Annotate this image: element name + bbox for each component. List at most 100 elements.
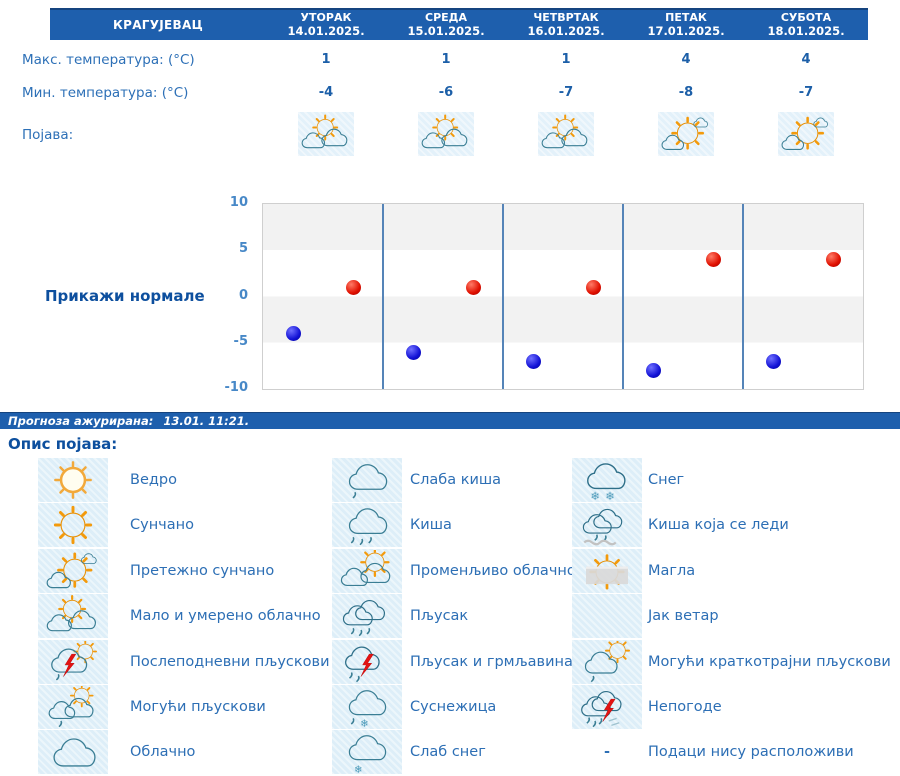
- day-header-friday: ПЕТАК 17.01.2025.: [626, 10, 746, 40]
- max-temp-value: 1: [321, 52, 331, 67]
- no-data-dash: -: [603, 744, 611, 761]
- max-temp-value: 4: [801, 52, 811, 67]
- day-name: УТОРАК: [300, 11, 352, 25]
- partly-cloudy-icon: [538, 112, 594, 156]
- clear-sun-outline-icon: [38, 458, 108, 502]
- updated-label: Прогноза ажурирана:: [8, 414, 154, 428]
- phenomena-label: Појава:: [22, 127, 74, 143]
- legend-label: Киша која се леди: [648, 517, 789, 534]
- updated-time: 13.01. 11:21.: [163, 414, 250, 428]
- legend-title: Опис појава:: [8, 435, 118, 453]
- sunny-icon: [38, 503, 108, 548]
- max-temp-row: Макс. температура: (°C) 1 1 1 4 4: [22, 52, 868, 68]
- day-header-thursday: ЧЕТВРТАК 16.01.2025.: [506, 10, 626, 40]
- legend-label: Слаба киша: [410, 472, 502, 488]
- temperature-chart-plot: [262, 203, 864, 390]
- legend-label: Мало и умерено облачно: [130, 608, 321, 625]
- legend-label: Сунчано: [130, 517, 194, 534]
- legend-label: Снег: [648, 472, 685, 488]
- phenomena-row: Појава:: [22, 127, 868, 143]
- legend-label: Подаци нису расположиви: [648, 744, 854, 761]
- legend-label: Јак ветар: [648, 608, 719, 625]
- day-name: СРЕДА: [425, 11, 467, 25]
- min-temp-row: Мин. температура: (°C) -4 -6 -7 -8 -7: [22, 85, 868, 101]
- chart-y-axis: 10 5 0 -5 -10: [206, 195, 254, 395]
- legend-label: Пљусак и грмљавина: [410, 653, 573, 670]
- legend-row: Послеподневни пљускови Пљусак и грмљавин…: [0, 639, 900, 685]
- light-rain-icon: [332, 458, 402, 502]
- chart-day-separator: [742, 204, 744, 389]
- partly-cloudy-icon: [38, 594, 108, 639]
- max-temp-value: 4: [681, 52, 691, 67]
- y-axis-tick-label: 5: [238, 241, 248, 257]
- legend-row: Претежно сунчано Променљиво облачно Магл…: [0, 548, 900, 594]
- strong-wind-icon: [572, 594, 642, 639]
- partly-cloudy-icon: [298, 112, 354, 156]
- show-normals-button[interactable]: Прикажи нормале: [45, 287, 205, 305]
- legend-label: Непогоде: [648, 698, 722, 715]
- legend-row: Ведро Слаба киша Снег: [0, 458, 900, 503]
- mostly-sunny-icon: [658, 112, 714, 156]
- legend-label: Ведро: [130, 472, 177, 488]
- legend-label: Облачно: [130, 744, 196, 761]
- min-temp-dot: [765, 353, 781, 369]
- min-temp-value: -4: [318, 85, 334, 100]
- max-temp-value: 1: [441, 52, 451, 67]
- min-temp-dot: [525, 353, 541, 369]
- legend-label: Суснежица: [410, 698, 497, 715]
- max-temp-value: 1: [561, 52, 571, 67]
- legend-label: Претежно сунчано: [130, 562, 275, 579]
- fog-icon: [572, 548, 642, 593]
- legend-label: Могући краткотрајни пљускови: [648, 653, 891, 670]
- day-header-saturday: СУБОТА 18.01.2025.: [746, 10, 866, 40]
- partly-cloudy-icon: [418, 112, 474, 156]
- day-date: 14.01.2025.: [287, 23, 365, 38]
- legend-row: Облачно Слаб снег - Подаци нису располож…: [0, 730, 900, 775]
- chart-day-separator: [382, 204, 384, 389]
- min-temp-dot: [405, 344, 421, 360]
- day-date: 15.01.2025.: [407, 23, 485, 38]
- chart-day-separator: [622, 204, 624, 389]
- min-temp-label: Мин. температура: (°C): [22, 85, 189, 101]
- phenomena-legend: Ведро Слаба киша Снег Сунчано Киша Киша …: [0, 458, 900, 776]
- day-date: 16.01.2025.: [527, 23, 605, 38]
- y-axis-tick-label: 0: [238, 287, 248, 303]
- legend-label: Послеподневни пљускови: [130, 653, 330, 670]
- y-axis-tick-label: -10: [224, 380, 249, 395]
- legend-label: Пљусак: [410, 608, 469, 625]
- freezing-rain-icon: [572, 503, 642, 548]
- min-temp-value: -8: [678, 85, 694, 100]
- y-axis-tick-label: -5: [233, 333, 248, 349]
- legend-label: Променљиво облачно: [410, 562, 576, 579]
- legend-label: Могући пљускови: [130, 698, 266, 715]
- legend-label: Магла: [648, 562, 696, 579]
- day-name: СУБОТА: [780, 11, 832, 25]
- max-temp-dot: [465, 279, 481, 295]
- max-temp-dot: [825, 252, 841, 267]
- sleet-icon: [332, 684, 402, 729]
- legend-row: Сунчано Киша Киша која се леди: [0, 503, 900, 548]
- min-temp-value: -7: [558, 85, 574, 100]
- day-header-tuesday: УТОРАК 14.01.2025.: [266, 10, 386, 40]
- light-snow-icon: [332, 730, 402, 775]
- forecast-updated-bar: Прогноза ажурирана: 13.01. 11:21.: [0, 412, 900, 429]
- cloudy-icon: [38, 730, 108, 775]
- day-date: 18.01.2025.: [767, 23, 845, 38]
- legend-row: Мало и умерено облачно Пљусак Јак ветар: [0, 594, 900, 639]
- day-header-wednesday: СРЕДА 15.01.2025.: [386, 10, 506, 40]
- y-axis-tick-label: 10: [229, 195, 248, 210]
- min-temp-dot: [645, 363, 661, 378]
- chart-day-separator: [502, 204, 504, 389]
- max-temp-label: Макс. температура: (°C): [22, 52, 195, 68]
- variable-clouds-icon: [332, 548, 402, 593]
- mostly-sunny-icon: [38, 548, 108, 593]
- max-temp-dot: [705, 252, 721, 267]
- min-temp-value: -7: [798, 85, 814, 100]
- snow-icon: [572, 458, 642, 502]
- legend-label: Киша: [410, 517, 452, 534]
- shower-thunder-icon: [332, 639, 402, 684]
- possible-showers-icon: [38, 684, 108, 729]
- min-temp-value: -6: [438, 85, 454, 100]
- legend-row: Могући пљускови Суснежица Непогоде: [0, 684, 900, 730]
